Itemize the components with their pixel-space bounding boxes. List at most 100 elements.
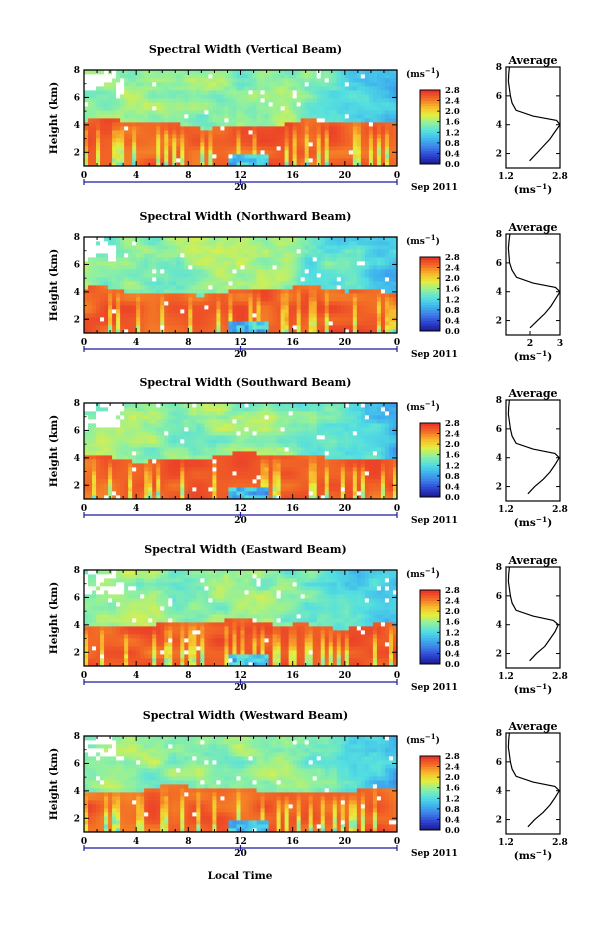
heatmap-cell	[132, 285, 137, 290]
heatmap-cell	[108, 435, 113, 440]
heatmap-cell	[344, 325, 350, 330]
heatmap-cell	[244, 265, 249, 270]
heatmap-cell	[320, 301, 326, 306]
heatmap-cell	[280, 74, 286, 79]
heatmap-cell	[176, 130, 181, 135]
heatmap-cell	[260, 293, 265, 298]
heatmap-cell	[288, 257, 294, 262]
heatmap-cell	[304, 82, 310, 87]
heatmap-cell	[296, 146, 302, 151]
heatmap-cell	[136, 313, 141, 318]
heatmap-cell	[144, 237, 149, 242]
heatmap-cell	[260, 150, 265, 155]
x-tick-label: 20	[339, 338, 352, 348]
heatmap-cell	[248, 142, 253, 147]
heatmap-cell	[288, 309, 294, 314]
heatmap-cell	[308, 245, 314, 250]
heatmap-cell	[100, 98, 105, 103]
heatmap-cell	[324, 325, 330, 330]
heatmap-cell	[376, 162, 382, 167]
heatmap-cell	[168, 122, 173, 127]
heatmap-cell	[176, 403, 181, 408]
heatmap-cell	[208, 439, 213, 444]
heatmap-cell	[128, 301, 133, 306]
heatmap-cell	[352, 329, 358, 334]
heatmap-cell	[212, 439, 217, 444]
heatmap-cell	[368, 269, 374, 274]
heatmap-cell	[280, 106, 286, 111]
heatmap-cell	[172, 70, 177, 75]
heatmap-cell	[180, 467, 185, 472]
heatmap-cell	[280, 317, 286, 322]
heatmap-cell	[164, 74, 169, 79]
heatmap-cell	[308, 277, 314, 282]
heatmap-cell	[300, 329, 306, 334]
heatmap-cell	[244, 82, 249, 87]
heatmap-cell	[96, 78, 101, 83]
heatmap-cell	[268, 90, 273, 95]
heatmap-cell	[348, 277, 354, 282]
heatmap-cell	[280, 82, 286, 87]
heatmap-cell	[360, 309, 366, 314]
heatmap-cell	[252, 82, 257, 87]
heatmap-cell	[232, 126, 237, 131]
heatmap-cell	[168, 257, 173, 262]
heatmap-cell	[320, 110, 326, 115]
heatmap-cell	[300, 118, 306, 123]
heatmap-cell	[352, 138, 358, 143]
heatmap-cell	[176, 110, 181, 115]
heatmap-cell	[280, 110, 286, 115]
heatmap-cell	[288, 273, 294, 278]
heatmap-cell	[188, 309, 193, 314]
heatmap-cell	[384, 237, 390, 242]
heatmap-cell	[108, 114, 113, 119]
heatmap-cell	[376, 269, 382, 274]
heatmap-cell	[156, 329, 161, 334]
heatmap-cell	[96, 241, 101, 246]
heatmap-cell	[192, 455, 197, 460]
heatmap-cell	[228, 463, 233, 468]
heatmap-cell	[344, 241, 350, 246]
heatmap-cell	[216, 309, 221, 314]
heatmap-cell	[132, 273, 137, 278]
heatmap-cell	[304, 110, 310, 115]
heatmap-cell	[340, 162, 346, 167]
colorbar-segment	[420, 113, 440, 117]
heatmap-cell	[392, 162, 398, 167]
heatmap-cell	[212, 110, 217, 115]
heatmap-cell	[96, 495, 101, 500]
heatmap-cell	[180, 138, 185, 143]
heatmap-cell	[164, 277, 169, 282]
heatmap-cell	[268, 241, 273, 246]
heatmap-cell	[120, 261, 125, 266]
heatmap-cell	[176, 241, 181, 246]
heatmap-cell	[164, 98, 169, 103]
heatmap-cell	[144, 265, 149, 270]
heatmap-cell	[384, 78, 390, 83]
heatmap-cell	[112, 431, 117, 436]
heatmap-cell	[380, 90, 386, 95]
heatmap-cell	[192, 459, 197, 464]
heatmap-cell	[304, 273, 310, 278]
heatmap-cell	[164, 463, 169, 468]
heatmap-cell	[324, 253, 330, 258]
heatmap-cell	[148, 126, 153, 131]
heatmap-cell	[232, 130, 237, 135]
heatmap-cell	[348, 74, 354, 79]
heatmap-cell	[296, 293, 302, 298]
heatmap-cell	[252, 154, 257, 159]
heatmap-cell	[196, 269, 201, 274]
x-tick-label: 12	[234, 338, 247, 348]
heatmap-cell	[260, 86, 265, 91]
heatmap-cell	[116, 249, 121, 254]
heatmap-cell	[252, 106, 257, 111]
heatmap-cell	[224, 467, 229, 472]
heatmap-cell	[184, 479, 189, 484]
heatmap-cell	[220, 158, 225, 163]
heatmap-cell	[260, 241, 265, 246]
heatmap-cell	[192, 277, 197, 282]
heatmap-cell	[388, 126, 394, 131]
heatmap-cell	[380, 134, 386, 139]
heatmap-cell	[128, 257, 133, 262]
heatmap-cell	[192, 281, 197, 286]
